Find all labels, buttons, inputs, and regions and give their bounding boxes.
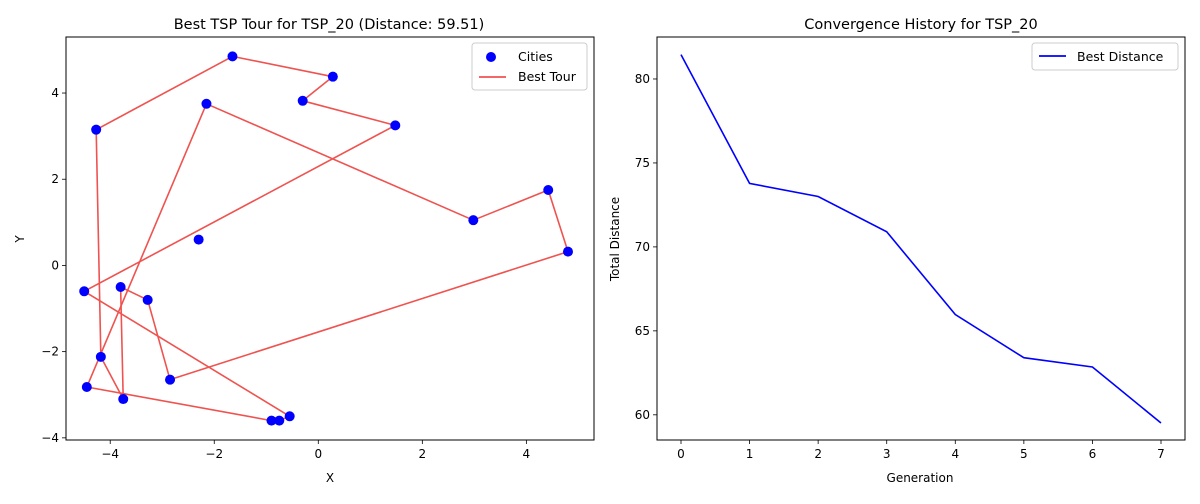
tour-lines	[83, 55, 569, 422]
tour-segment	[86, 103, 208, 388]
tour-chart-xlabel: X	[326, 471, 334, 485]
legend-cities-marker	[486, 52, 496, 62]
tour-chart-xtick-label: −2	[205, 447, 223, 461]
convergence-chart-xtick-label: 3	[883, 447, 891, 461]
tour-segment	[547, 189, 569, 252]
tour-chart-xtick-label: 0	[314, 447, 322, 461]
city-point	[266, 415, 277, 426]
tour-chart: Best TSP Tour for TSP_20 (Distance: 59.5…	[13, 17, 595, 485]
tour-segment	[83, 124, 396, 293]
city-point	[193, 234, 204, 245]
city-point	[562, 246, 573, 257]
city-point	[297, 95, 308, 106]
convergence-chart-frame	[656, 36, 1186, 441]
tour-segment	[206, 103, 474, 221]
tour-chart-xtick-label: −4	[101, 447, 119, 461]
city-point	[543, 185, 554, 196]
tour-chart-ytick-label: 2	[51, 172, 59, 186]
convergence-chart-legend: Best Distance	[1031, 42, 1179, 71]
tour-legend-box	[471, 42, 588, 91]
tour-segment	[302, 100, 396, 127]
tour-chart-frame	[65, 36, 595, 441]
city-point	[81, 381, 92, 392]
tour-segment	[86, 386, 272, 422]
tour-segment	[95, 55, 233, 131]
city-point	[201, 98, 212, 109]
convergence-chart-xlabel: Generation	[887, 471, 954, 485]
legend-best-distance-label: Best Distance	[1077, 49, 1164, 64]
convergence-chart-ytick-label: 75	[635, 156, 650, 170]
legend-tour-label: Best Tour	[518, 69, 577, 84]
convergence-chart-xtick-label: 7	[1157, 447, 1165, 461]
tour-segment	[100, 356, 124, 400]
city-point	[284, 411, 295, 422]
city-point	[227, 51, 238, 62]
tour-segment	[169, 250, 569, 381]
convergence-legend-box	[1031, 42, 1179, 71]
city-point	[79, 286, 90, 297]
convergence-chart-ytick-label: 80	[635, 72, 650, 86]
tour-chart-ytick-label: 4	[51, 86, 59, 100]
tour-segment	[119, 286, 125, 400]
city-point	[118, 394, 129, 405]
tour-segment	[95, 129, 102, 357]
city-point	[390, 120, 401, 131]
city-point	[142, 294, 153, 305]
convergence-chart-ylabel: Total Distance	[608, 197, 622, 282]
legend-cities-label: Cities	[518, 49, 553, 64]
city-point	[468, 215, 479, 226]
convergence-chart-xtick-label: 5	[1020, 447, 1028, 461]
tour-chart-ytick-label: 0	[51, 258, 59, 272]
convergence-chart-ytick-label: 70	[635, 240, 650, 254]
convergence-chart-xtick-label: 2	[814, 447, 822, 461]
convergence-chart: Convergence History for TSP_20 0 1 2 3 4 5 6 7 6…	[608, 17, 1186, 485]
convergence-chart-xtick-label: 1	[746, 447, 754, 461]
convergence-chart-xtick-label: 6	[1089, 447, 1097, 461]
tour-segment	[83, 290, 291, 417]
city-point	[165, 374, 176, 385]
convergence-chart-title: Convergence History for TSP_20	[804, 17, 1037, 33]
city-point	[274, 415, 285, 426]
convergence-chart-ytick-label: 65	[635, 324, 650, 338]
convergence-chart-xtick-label: 4	[951, 447, 959, 461]
tour-chart-xtick-label: 4	[523, 447, 531, 461]
tour-chart-ytick-label: −2	[41, 345, 59, 359]
tour-chart-ylabel: Y	[13, 235, 27, 244]
convergence-chart-ytick-label: 60	[635, 408, 650, 422]
tour-chart-title: Best TSP Tour for TSP_20 (Distance: 59.5…	[174, 17, 485, 33]
city-points	[79, 51, 573, 426]
best-distance-line	[680, 54, 1162, 424]
tour-chart-ytick-label: −4	[41, 431, 59, 445]
tour-segment	[473, 189, 549, 221]
city-point	[91, 124, 102, 135]
tour-segment	[302, 76, 334, 102]
convergence-chart-xtick-label: 0	[677, 447, 685, 461]
city-point	[95, 351, 106, 362]
tour-chart-legend: Cities Best Tour	[471, 42, 588, 91]
tour-segment	[146, 299, 171, 380]
city-point	[327, 71, 338, 82]
city-point	[115, 281, 126, 292]
tour-segment	[232, 55, 334, 78]
convergence-line	[680, 54, 1162, 424]
tour-chart-xtick-label: 2	[419, 447, 427, 461]
